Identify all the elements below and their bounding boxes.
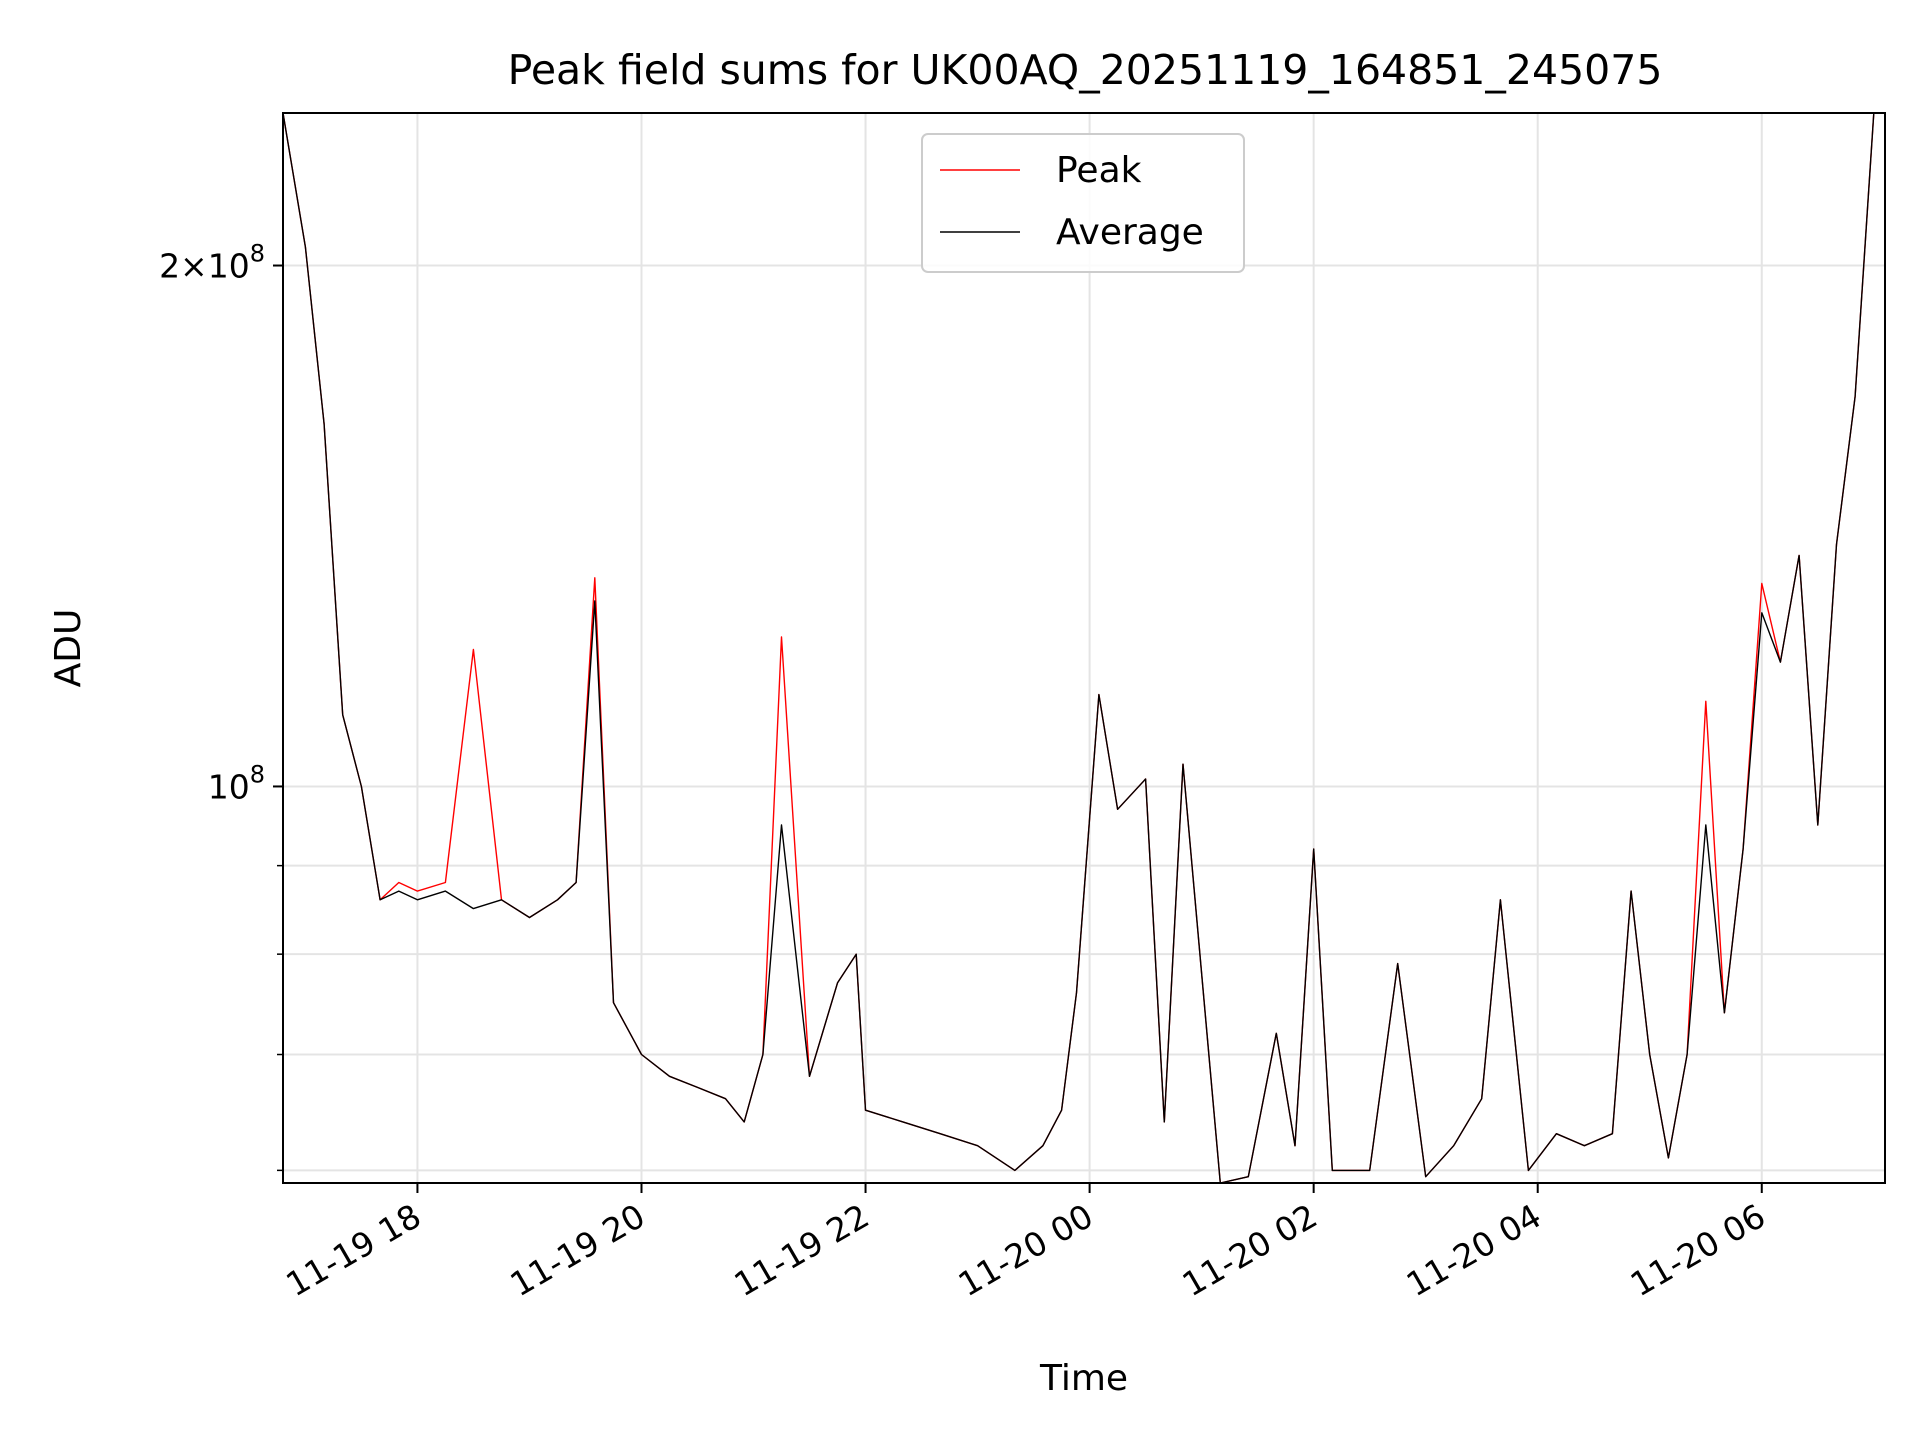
series-layer — [283, 113, 1875, 1183]
y-tick-label: 2×108 — [159, 240, 265, 286]
plot-frame — [282, 112, 1886, 1184]
legend-entry: Peak — [1056, 150, 1142, 191]
y-axis: 108 2×108 — [159, 240, 283, 1172]
legend: Peak Average — [921, 133, 1245, 273]
chart-title: Peak field sums for UK00AQ_20251119_1648… — [508, 46, 1663, 94]
y-axis-label: ADU — [48, 609, 89, 688]
legend-box — [921, 133, 1245, 273]
series-line-average — [283, 113, 1875, 1183]
x-axis-label: Time — [1039, 1358, 1128, 1399]
legend-entry: Average — [1056, 212, 1204, 253]
y-tick-label: 108 — [208, 760, 265, 806]
